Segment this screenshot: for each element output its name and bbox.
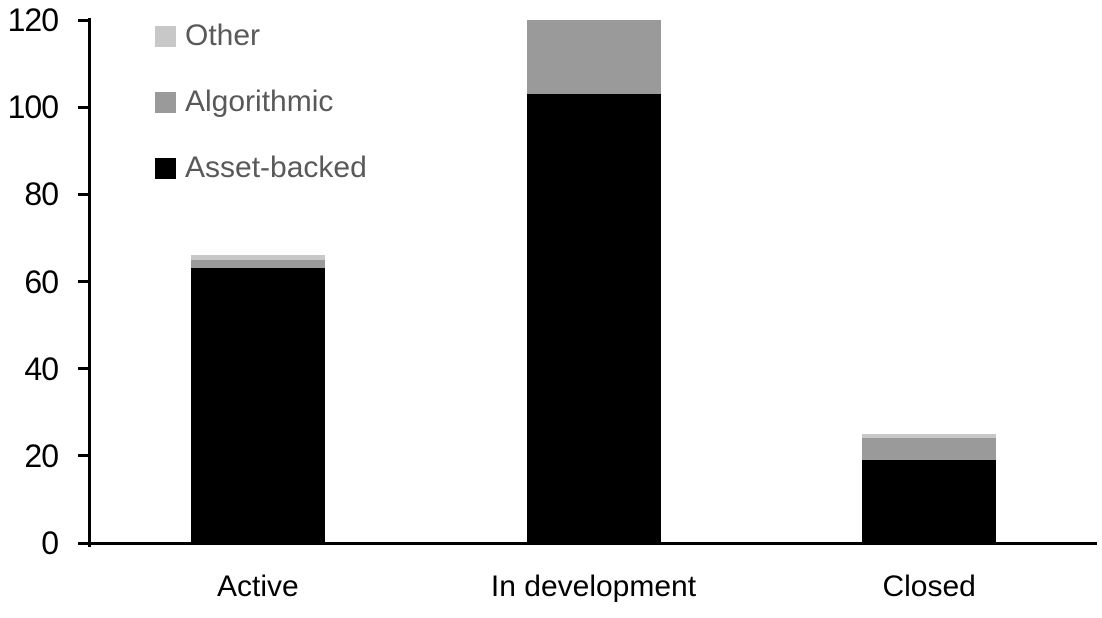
x-axis-category-label: In development: [490, 570, 697, 603]
y-axis-tick: [78, 18, 90, 22]
bar-segment-algorithmic-closed[interactable]: [862, 438, 997, 461]
bar-segment-asset-backed-active[interactable]: [190, 268, 325, 543]
legend-swatch-icon: [155, 157, 176, 179]
bar-segment-other-active[interactable]: [190, 255, 325, 260]
y-axis-tick-label: 100: [7, 89, 59, 126]
y-axis-tick-label: 40: [24, 350, 59, 387]
bar-segment-other-closed[interactable]: [862, 434, 997, 439]
y-axis-tick-label: 120: [7, 2, 59, 38]
legend-label: Asset-backed: [185, 151, 367, 184]
bar-segment-asset-backed-in-development[interactable]: [526, 94, 661, 543]
y-axis-tick: [78, 454, 90, 458]
y-axis-tick-label: 60: [24, 263, 59, 300]
legend-item-other: Other: [155, 16, 367, 56]
x-axis-category-label: Active: [216, 570, 299, 603]
y-axis-tick: [78, 367, 90, 371]
bar-segment-algorithmic-active[interactable]: [190, 259, 325, 269]
legend-item-algorithmic: Algorithmic: [155, 82, 367, 122]
bar-segment-algorithmic-in-development[interactable]: [526, 20, 661, 95]
bar-segment-asset-backed-closed[interactable]: [862, 460, 997, 543]
x-axis-category-label: Closed: [882, 570, 976, 603]
y-axis-tick: [78, 192, 90, 196]
legend-label: Algorithmic: [185, 85, 334, 118]
y-axis-tick: [78, 541, 90, 545]
legend-swatch-icon: [155, 25, 176, 47]
legend-item-asset-backed: Asset-backed: [155, 148, 367, 188]
y-axis-tick: [78, 280, 90, 283]
y-axis-tick: [78, 105, 90, 109]
chart-legend: Other Algorithmic Asset-backed: [155, 16, 367, 214]
legend-label: Other: [185, 19, 261, 52]
legend-swatch-icon: [155, 91, 176, 113]
y-axis-tick-label: 0: [41, 525, 59, 561]
x-axis-line: [78, 542, 1097, 545]
y-axis-tick-label: 20: [24, 437, 59, 474]
y-axis-tick-label: 80: [24, 176, 59, 213]
